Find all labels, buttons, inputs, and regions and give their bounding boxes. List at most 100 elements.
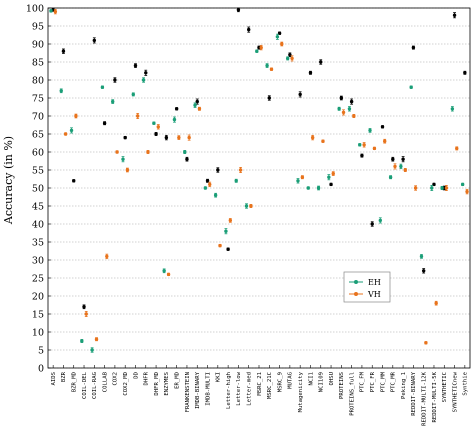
data-point (72, 179, 76, 183)
data-point (226, 247, 230, 251)
legend-vh-marker (354, 292, 358, 296)
data-point-eh (430, 186, 434, 190)
data-point (308, 71, 313, 75)
x-tick-label: PTC_MR (391, 371, 397, 392)
x-tick-label: SYNTHETICnew (452, 371, 458, 412)
data-point-vh (156, 125, 160, 129)
data-point-eh (172, 117, 177, 122)
data-point-eh (399, 164, 403, 169)
y-tick-label: 50 (32, 183, 44, 194)
data-point (401, 157, 405, 161)
y-axis: 0 5 10 15 20 25 30 35 40 45 50 55 60 65 70 75 80 85 90 95 10… (26, 3, 51, 374)
x-tick-label: BZR (61, 371, 67, 382)
data-point (133, 63, 138, 68)
data-point-vh (249, 204, 253, 208)
data-point-vh (218, 243, 222, 248)
y-tick-label: 90 (32, 39, 44, 50)
x-tick-label: MSRC_21C (267, 372, 273, 399)
data-point-vh (310, 135, 315, 140)
data-point-vh (455, 146, 459, 151)
data-point-vh (424, 341, 428, 345)
data-point (391, 157, 395, 161)
data-point-eh (327, 175, 331, 179)
data-point (82, 305, 86, 309)
x-tick-label: COX2_MD (123, 371, 129, 395)
data-point-eh (460, 182, 465, 187)
data-point (463, 71, 467, 75)
data-point-vh (187, 135, 191, 140)
data-point-eh (358, 143, 362, 147)
x-tick-label: Letter-high (226, 372, 232, 409)
legend-vh-label: VH (367, 290, 381, 299)
x-axis: AIDS BZR BZR_MD COIL-DEL COIL-RAG COLLAB COX2 C… (51, 365, 469, 426)
x-tick-label: IMDB-BINARY (195, 371, 201, 409)
legend-eh-label: EH (368, 278, 381, 287)
data-point-eh (450, 107, 455, 111)
data-point-eh (213, 193, 218, 197)
data-point-eh (193, 103, 197, 107)
data-point-eh (275, 35, 280, 39)
x-tick-label: Letter-low (236, 371, 242, 405)
data-point (174, 107, 179, 111)
data-point-vh (393, 164, 397, 169)
grid (48, 7, 470, 369)
data-point-vh (228, 218, 233, 223)
y-tick-label: 95 (32, 21, 44, 32)
x-tick-label: IMDB-MULTI (205, 372, 211, 406)
data-point-eh (183, 150, 187, 154)
x-tick-label: Letter-med (247, 372, 253, 406)
data-point-eh (337, 107, 341, 111)
data-point-vh (238, 168, 243, 172)
data-point (380, 125, 385, 129)
y-tick-label: 70 (32, 111, 44, 122)
data-point-eh (378, 218, 383, 223)
data-point-vh (413, 186, 418, 190)
data-point-vh (341, 110, 346, 115)
data-point-vh (125, 168, 130, 172)
data-point (113, 78, 117, 82)
data-point-eh (234, 179, 238, 183)
y-tick-label: 20 (32, 291, 44, 302)
data-point-vh (372, 146, 377, 151)
data-point-vh (146, 150, 150, 154)
data-point-vh (166, 272, 171, 277)
points (49, 7, 469, 353)
data-point-eh (244, 204, 249, 208)
x-tick-label: COIL-DEL (82, 371, 88, 399)
x-tick-label: NCI1 (308, 372, 314, 385)
x-tick-label: MSRC_9 (277, 372, 283, 392)
data-point (339, 96, 344, 100)
x-tick-label: Mutagenicity (298, 371, 304, 412)
data-point-eh (255, 49, 259, 53)
data-point-eh (265, 63, 269, 68)
y-tick-label: 65 (32, 129, 44, 140)
data-point-vh (115, 150, 119, 154)
data-point-vh (259, 45, 263, 50)
data-point-eh (388, 175, 393, 179)
data-point (195, 99, 199, 104)
data-point-eh (316, 186, 321, 190)
y-tick-label: 25 (32, 273, 44, 284)
data-point (267, 96, 271, 100)
data-point-eh (368, 128, 372, 133)
y-tick-label: 100 (26, 3, 44, 14)
data-point-vh (177, 135, 181, 140)
x-tick-label: ENZYMES (164, 372, 170, 396)
y-tick-label: 15 (32, 309, 44, 320)
data-point-eh (100, 85, 105, 89)
data-point (360, 153, 364, 158)
y-tick-label: 85 (32, 57, 44, 68)
data-point-eh (80, 339, 84, 343)
data-point-eh (131, 92, 135, 97)
x-tick-label: NCI109 (319, 372, 325, 392)
x-tick-label: REDDIT-BINARY (411, 371, 417, 415)
data-point-vh (74, 114, 78, 118)
data-point-vh (94, 337, 99, 341)
data-point-eh (90, 348, 94, 352)
y-tick-label: 10 (32, 327, 44, 338)
data-point-eh (224, 229, 228, 233)
data-point-vh (280, 42, 284, 46)
x-tick-label: DD (133, 371, 139, 378)
data-point-vh (434, 301, 438, 305)
data-point (319, 60, 323, 64)
